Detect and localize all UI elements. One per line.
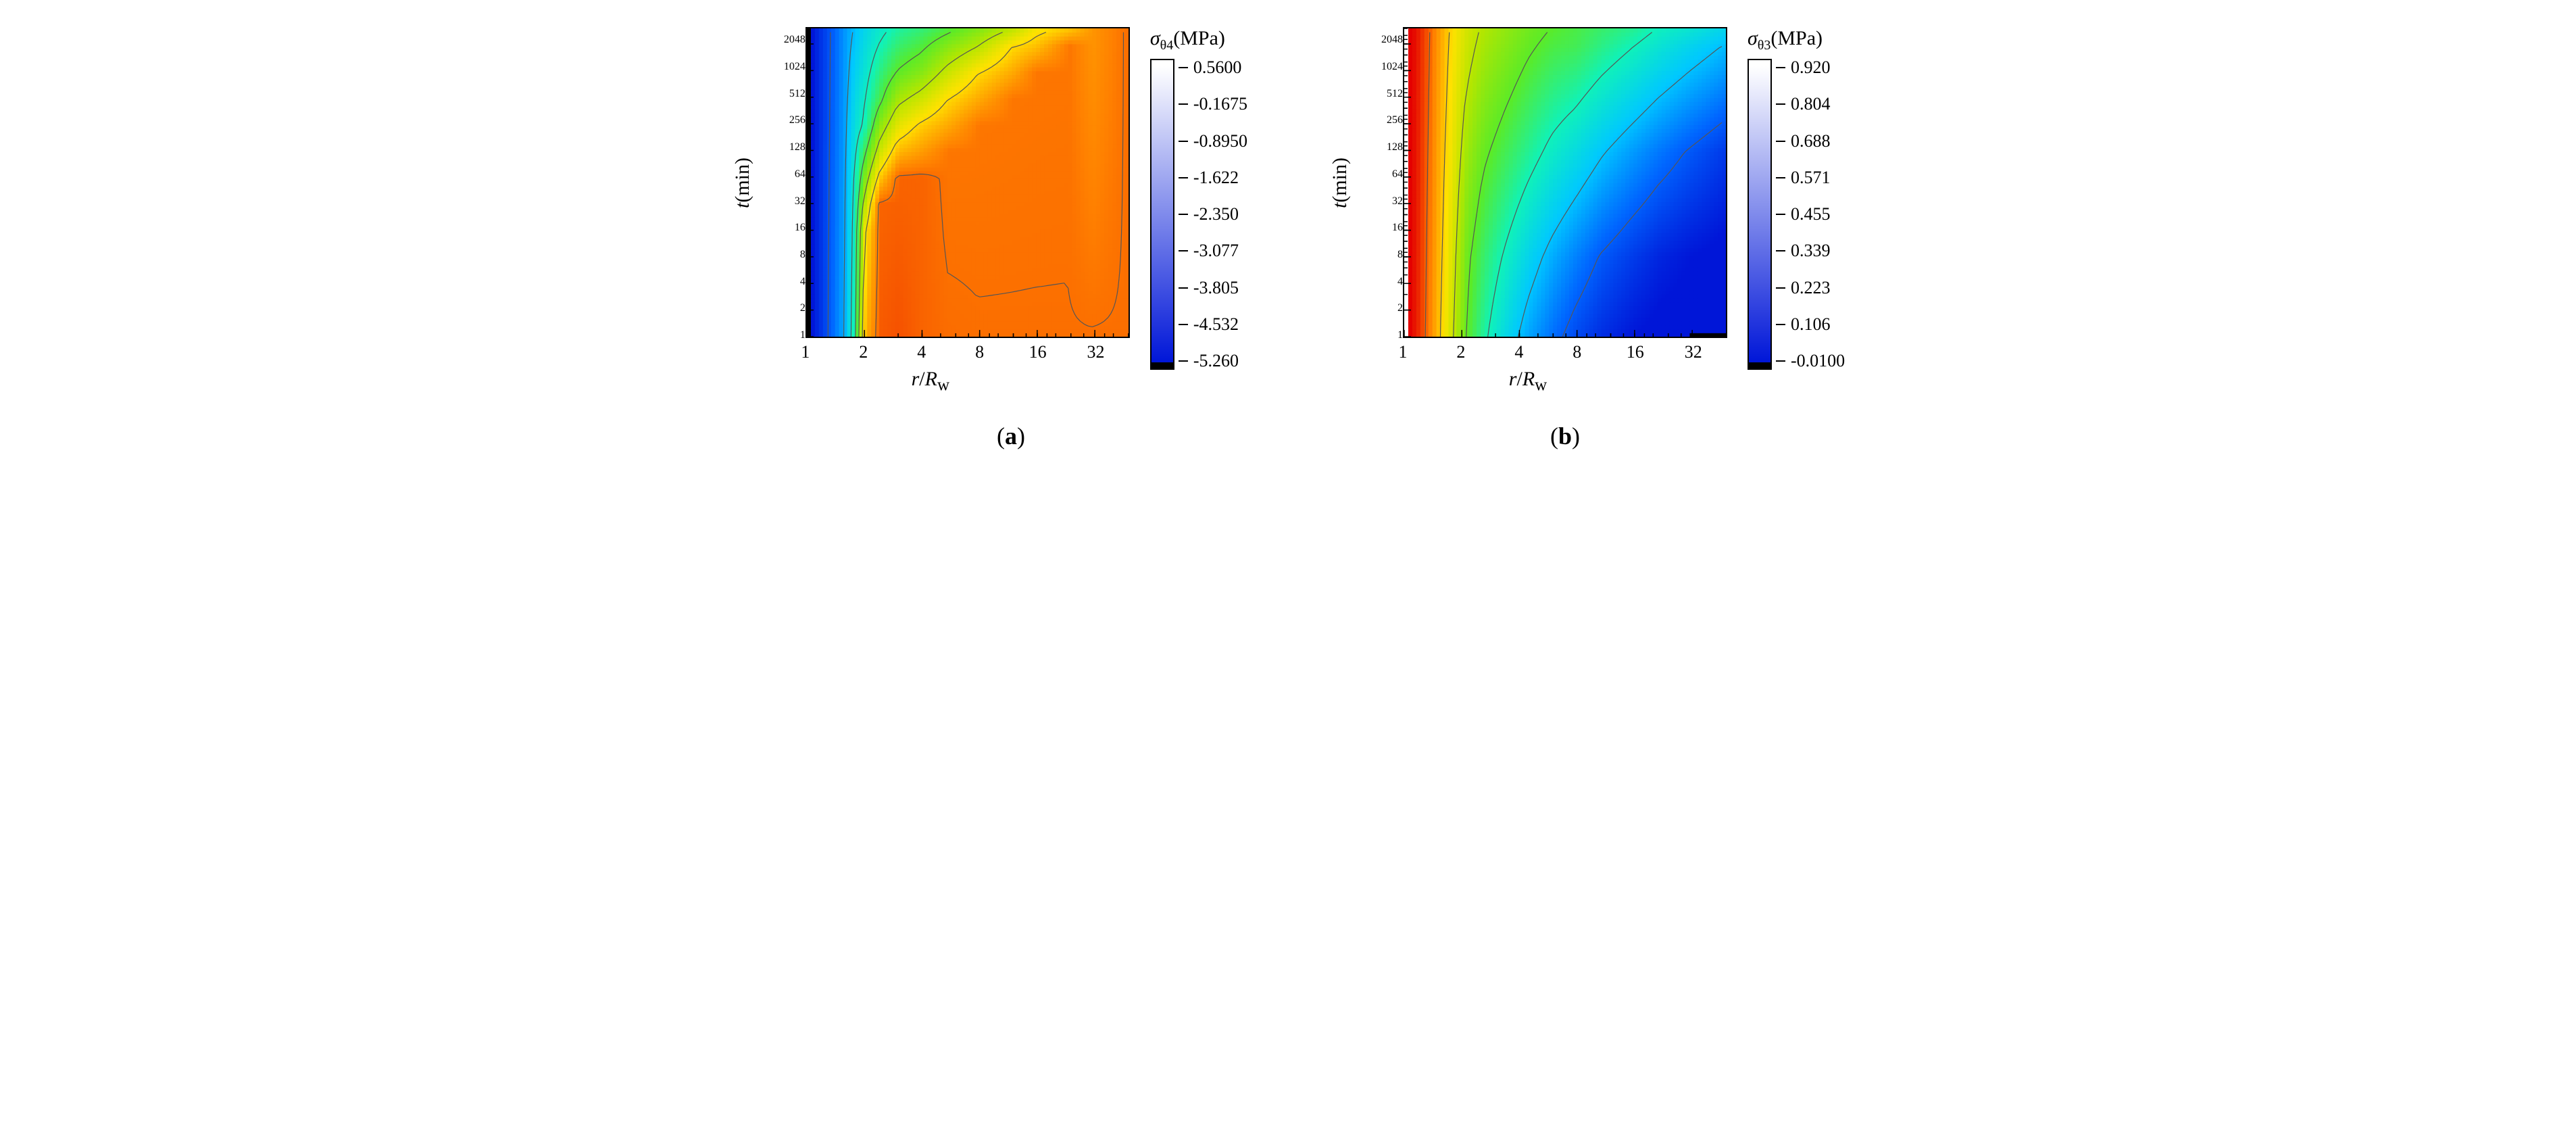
colorbar-tick-label: 0.571: [1776, 169, 1845, 187]
x-tick-container: 12481632: [806, 342, 1130, 362]
y-tick-label: 2: [800, 302, 806, 314]
colorbar-title: σθ4(MPa): [1150, 27, 1225, 53]
panel-b: t(min) 124816326412825651210242048 12481…: [1329, 27, 1845, 395]
figure-row: t(min) 124816326412825651210242048 12481…: [14, 27, 2562, 395]
y-tick-label: 128: [1387, 141, 1403, 153]
y-axis-label: t(min): [1329, 158, 1352, 208]
y-tick-label: 32: [795, 195, 806, 208]
colorbar-tick-label: -5.260: [1179, 352, 1247, 370]
x-axis-label: r/Rw: [912, 368, 949, 395]
colorbar-tick-label: -0.8950: [1179, 133, 1247, 150]
y-tick-label: 8: [800, 249, 806, 261]
heatmap-plot: [1403, 27, 1727, 338]
colorbar-tick-label: -3.805: [1179, 279, 1247, 297]
colorbar-tick-label: -4.532: [1179, 316, 1247, 333]
colorbar-title: σθ3(MPa): [1748, 27, 1823, 53]
plot-with-y: t(min) 1 2 4 8 16 32 64 128 256 512 1024 2048: [1329, 27, 1727, 338]
x-tick-label: 8: [1572, 342, 1581, 362]
colorbar-tick-label: -3.077: [1179, 242, 1247, 260]
y-tick-label: 4: [800, 276, 806, 288]
y-tick-label: 256: [1387, 114, 1403, 126]
colorbar-ticks: 0.920 0.804 0.688 0.571 0.455 0.339 0.223 0.106…: [1776, 59, 1845, 370]
colorbar-block: σθ4(MPa) 0.5600 -0.1675 -0.8950 -1.622 -2.35…: [1150, 27, 1247, 370]
colorbar-tick-label: 0.106: [1776, 316, 1845, 333]
y-tick-label: 2048: [784, 34, 806, 46]
y-tick-label: 1: [800, 329, 806, 341]
colorbar-tick-label: -0.0100: [1776, 352, 1845, 370]
panel-caption-a: (a): [774, 422, 1247, 450]
colorbar-tick-label: -0.1675: [1179, 95, 1247, 113]
x-tick-container: 12481632: [1403, 342, 1727, 362]
y-tick-label: 512: [789, 88, 806, 100]
chart-area: t(min) 124816326412825651210242048 12481…: [1329, 27, 1845, 395]
colorbar-block: σθ3(MPa) 0.9200.8040.6880.5710.4550.3390…: [1748, 27, 1845, 370]
colorbar-tick-label: 0.920: [1776, 59, 1845, 76]
plot-with-y: t(min) 1 2 4 8 16 32 64 128 256 512 1024 2048: [731, 27, 1130, 338]
colorbar-row: 0.920 0.804 0.688 0.571 0.455 0.339 0.223 0.106…: [1748, 59, 1845, 370]
colorbar-row: 0.5600 -0.1675 -0.8950 -1.622 -2.350 -3.077 -3…: [1150, 59, 1247, 370]
colorbar-bar: [1150, 59, 1174, 370]
panel-a: t(min) 124816326412825651210242048 12481…: [731, 27, 1247, 395]
y-tick-container: 1 2 4 8 16 32 64 128 256 512 1024 2048: [758, 27, 806, 338]
colorbar-ticks: 0.5600 -0.1675 -0.8950 -1.622 -2.350 -3.077 -3…: [1179, 59, 1247, 370]
y-tick-label: 64: [795, 168, 806, 181]
y-tick-label: 16: [1392, 222, 1403, 234]
y-tick-label: 1024: [1381, 61, 1403, 73]
x-tick-label: 4: [917, 342, 926, 362]
y-tick-label: 4: [1397, 276, 1403, 288]
y-tick-label: 32: [1392, 195, 1403, 208]
y-tick-label: 512: [1387, 88, 1403, 100]
y-tick-label: 8: [1397, 249, 1403, 261]
colorbar-tick-label: 0.223: [1776, 279, 1845, 297]
panel-caption-b: (b): [1329, 422, 1802, 450]
colorbar-tick-label: -2.350: [1179, 206, 1247, 223]
y-tick-container: 1 2 4 8 16 32 64 128 256 512 1024 2048: [1356, 27, 1403, 338]
x-tick-label: 2: [1456, 342, 1465, 362]
chart-area: t(min) 124816326412825651210242048 12481…: [731, 27, 1247, 395]
x-tick-label: 8: [975, 342, 984, 362]
colorbar-tick-label: 0.339: [1776, 242, 1845, 260]
y-tick-label: 16: [795, 222, 806, 234]
y-axis-label: t(min): [731, 158, 754, 208]
x-tick-label: 1: [801, 342, 810, 362]
x-tick-label: 16: [1627, 342, 1644, 362]
plot-block: t(min) 124816326412825651210242048 12481…: [731, 27, 1130, 395]
y-tick-label: 64: [1392, 168, 1403, 181]
x-tick-label: 1: [1399, 342, 1408, 362]
y-tick-label: 128: [789, 141, 806, 153]
y-tick-label: 1024: [784, 61, 806, 73]
caption-row: (a) (b): [14, 422, 2562, 450]
plot-block: t(min) 124816326412825651210242048 12481…: [1329, 27, 1727, 395]
x-axis-label: r/Rw: [1509, 368, 1547, 395]
colorbar-tick-label: 0.688: [1776, 133, 1845, 150]
x-tick-label: 32: [1087, 342, 1105, 362]
y-tick-label: 2048: [1381, 34, 1403, 46]
y-tick-label: 256: [789, 114, 806, 126]
colorbar-tick-label: 0.804: [1776, 95, 1845, 113]
x-tick-label: 4: [1514, 342, 1523, 362]
colorbar-tick-label: 0.455: [1776, 206, 1845, 223]
x-tick-label: 2: [859, 342, 868, 362]
x-tick-label: 32: [1685, 342, 1702, 362]
colorbar-bar: [1748, 59, 1772, 370]
colorbar-tick-label: 0.5600: [1179, 59, 1247, 76]
heatmap-plot: [806, 27, 1130, 338]
y-tick-label: 1: [1397, 329, 1403, 341]
colorbar-tick-label: -1.622: [1179, 169, 1247, 187]
y-tick-label: 2: [1397, 302, 1403, 314]
x-tick-label: 16: [1029, 342, 1047, 362]
